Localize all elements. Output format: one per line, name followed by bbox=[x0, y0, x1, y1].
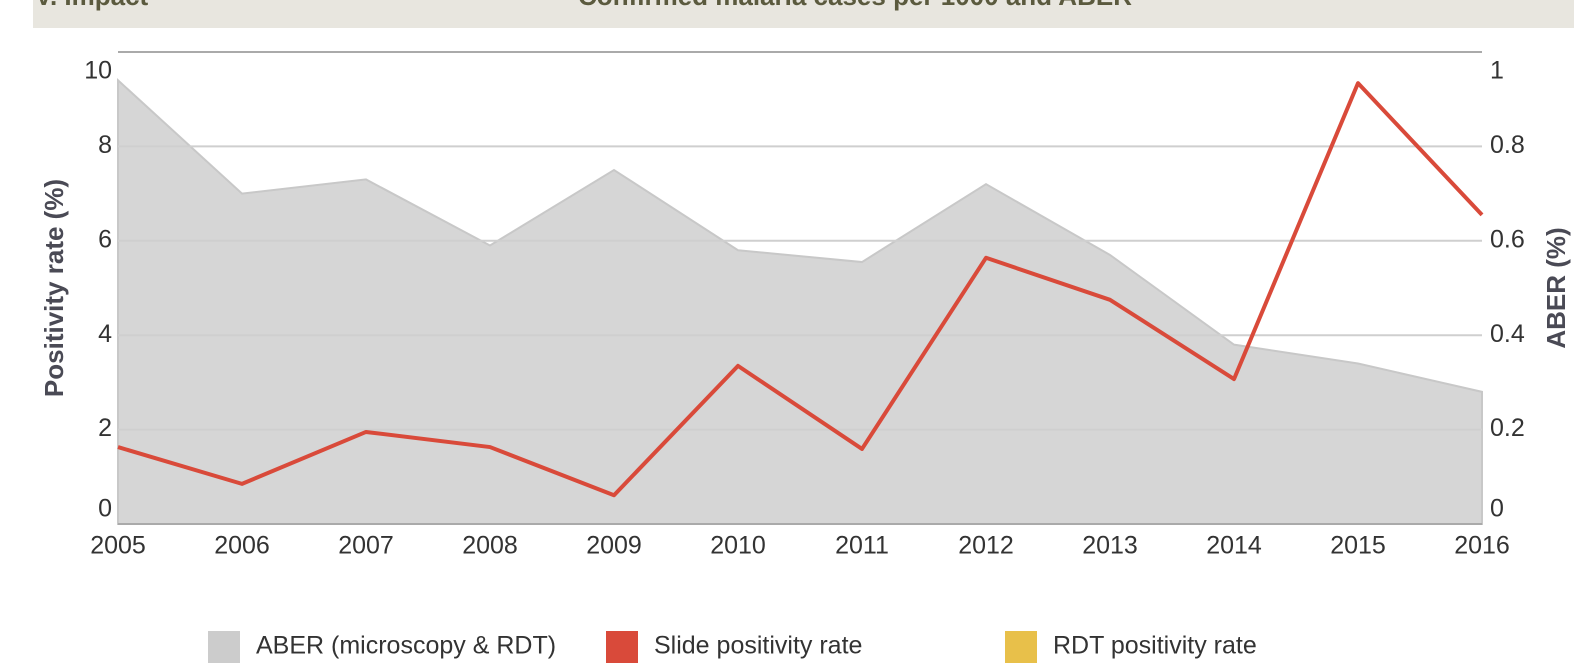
x-tick-label: 2008 bbox=[462, 532, 518, 560]
header-bar bbox=[33, 0, 1574, 28]
legend-label: Slide positivity rate bbox=[654, 632, 862, 660]
y-tick-label: 0 bbox=[98, 495, 112, 523]
x-tick-label: 2014 bbox=[1206, 532, 1262, 560]
y2-tick-label: 0 bbox=[1490, 495, 1504, 523]
section-header: V. Impact bbox=[35, 0, 149, 11]
x-tick-label: 2012 bbox=[958, 532, 1014, 560]
x-tick-label: 2007 bbox=[338, 532, 394, 560]
y2-tick-label: 1 bbox=[1490, 57, 1504, 85]
legend-label: ABER (microscopy & RDT) bbox=[256, 632, 556, 660]
y2-tick-label: 0.8 bbox=[1490, 131, 1525, 159]
x-tick-label: 2011 bbox=[835, 532, 889, 560]
x-tick-label: 2009 bbox=[586, 532, 642, 560]
y-tick-label: 8 bbox=[98, 131, 112, 159]
legend-swatch bbox=[208, 631, 240, 663]
aber-area bbox=[117, 78, 1483, 525]
x-tick-label: 2006 bbox=[214, 532, 270, 560]
y2-tick-label: 0.2 bbox=[1490, 414, 1525, 442]
x-tick-label: 2013 bbox=[1082, 532, 1138, 560]
y-axis-label: Positivity rate (%) bbox=[39, 179, 69, 397]
y-tick-label: 2 bbox=[98, 414, 112, 442]
series-line bbox=[117, 81, 1484, 498]
legend-swatch bbox=[1005, 631, 1037, 663]
x-tick-label: 2015 bbox=[1330, 532, 1386, 560]
x-tick-label: 2016 bbox=[1454, 532, 1510, 560]
x-tick-label: 2005 bbox=[90, 532, 146, 560]
y-tick-label: 10 bbox=[84, 57, 112, 85]
y2-tick-label: 0.4 bbox=[1490, 320, 1525, 348]
y-tick-label: 4 bbox=[98, 320, 112, 348]
x-tick-label: 2010 bbox=[710, 532, 766, 560]
legend-label: RDT positivity rate bbox=[1053, 632, 1257, 660]
y2-tick-label: 0.6 bbox=[1490, 225, 1525, 253]
y-tick-label: 6 bbox=[98, 225, 112, 253]
legend-swatch bbox=[606, 631, 638, 663]
y2-axis-label: ABER (%) bbox=[1541, 227, 1571, 348]
